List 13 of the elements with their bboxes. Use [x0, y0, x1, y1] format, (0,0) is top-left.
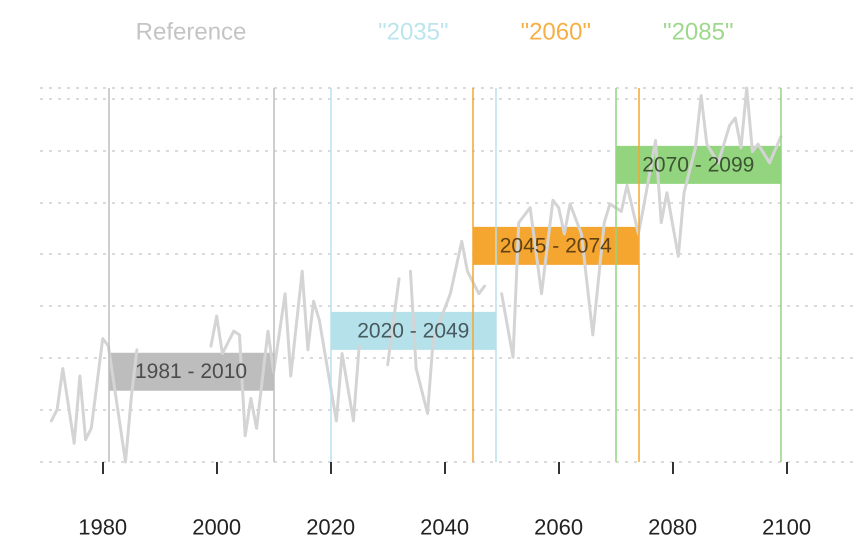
x-tick-label: 2040 [420, 514, 470, 540]
band-label: 2020 - 2049 [357, 319, 470, 342]
x-tick-label: 2060 [534, 514, 584, 540]
band-label: 1981 - 2010 [134, 360, 248, 384]
x-tick-label: 2000 [192, 514, 242, 540]
text: "2035" [378, 18, 449, 46]
text: Reference [136, 18, 246, 46]
x-tick-label: 2100 [762, 514, 812, 540]
text: "2060" [520, 18, 592, 46]
text: "2085" [663, 18, 734, 46]
x-tick-label: 1980 [78, 514, 128, 540]
x-tick-label: 2020 [306, 514, 356, 540]
x-tick-label: 2080 [648, 514, 698, 540]
